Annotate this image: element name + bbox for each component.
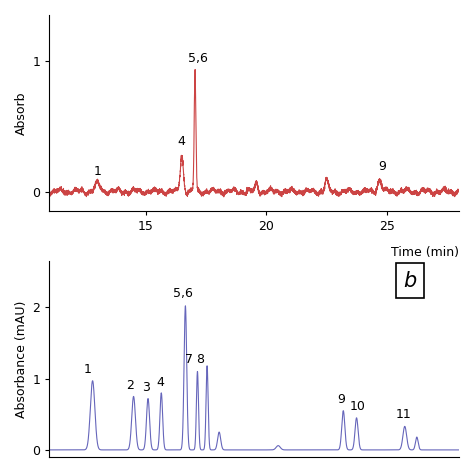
Text: 5,6: 5,6 xyxy=(188,52,208,64)
Text: 4: 4 xyxy=(156,375,164,389)
Text: 1: 1 xyxy=(93,165,101,178)
Text: 10: 10 xyxy=(350,400,366,413)
Text: Time (min): Time (min) xyxy=(391,246,459,259)
Text: 9: 9 xyxy=(337,392,345,406)
Text: 5,6: 5,6 xyxy=(173,287,193,300)
Y-axis label: Absorbance (mAU): Absorbance (mAU) xyxy=(15,301,28,418)
Text: 3: 3 xyxy=(142,381,150,394)
Text: 11: 11 xyxy=(396,409,411,421)
Text: 4: 4 xyxy=(178,136,186,148)
Text: 1: 1 xyxy=(84,364,91,376)
Text: 9: 9 xyxy=(378,160,386,173)
Text: b: b xyxy=(403,271,417,291)
Text: 7 8: 7 8 xyxy=(185,354,205,366)
Y-axis label: Absorb: Absorb xyxy=(15,91,28,135)
Text: 2: 2 xyxy=(126,379,134,392)
